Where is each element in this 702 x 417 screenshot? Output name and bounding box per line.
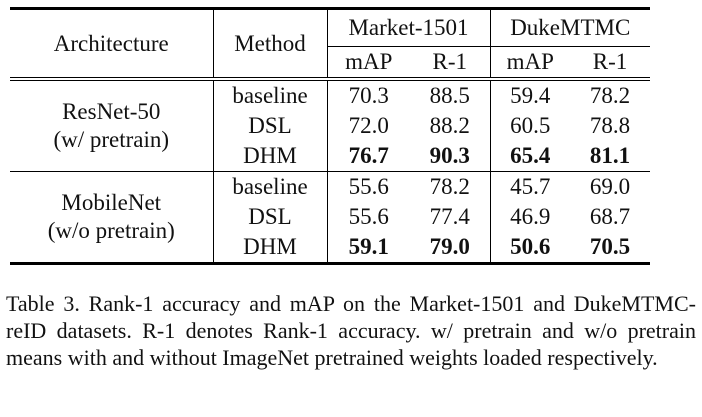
- value: 68.7: [589, 204, 631, 229]
- value: 78.2: [429, 174, 470, 199]
- value: 78.2: [589, 83, 631, 108]
- metric-header: R-1: [410, 46, 491, 81]
- value-cell: 88.5: [410, 79, 491, 111]
- metric-header: mAP: [490, 46, 570, 81]
- value-cell: 45.7: [490, 171, 570, 202]
- dataset-header: Market-1501: [327, 8, 491, 47]
- results-table: Architecture Method Market-1501 DukeMTMC mAP…: [10, 7, 650, 265]
- value-cell: 88.2: [410, 111, 491, 141]
- value: 59.1: [348, 234, 389, 259]
- method-cell: baseline: [213, 171, 328, 202]
- method-cell: DHM: [213, 232, 328, 264]
- method-cell: DSL: [213, 111, 328, 141]
- value-cell: 72.0: [327, 111, 410, 141]
- value: 88.2: [429, 113, 470, 138]
- method-cell: DSL: [213, 202, 328, 232]
- architecture-line: (w/o pretrain): [47, 218, 175, 243]
- value: 60.5: [510, 113, 551, 138]
- value: 46.9: [510, 204, 551, 229]
- value: 65.4: [510, 143, 551, 168]
- table-row: MobileNet (w/o pretrain) baseline 55.6 78.2 4…: [10, 171, 650, 265]
- table-row: ResNet-50 (w/ pretrain) baseline 70.3 88.5 59…: [10, 79, 650, 172]
- table-row: DHM 76.7 90.3 65.4 81.1: [10, 141, 650, 172]
- value: 79.0: [429, 234, 470, 259]
- value-cell: 76.7: [327, 141, 410, 172]
- value-cell: 78.2: [410, 171, 491, 202]
- table-row: DHM 59.1 79.0 50.6 70.5: [10, 232, 650, 264]
- header-cell: Method: [213, 8, 328, 81]
- value: 55.6: [348, 204, 389, 229]
- architecture-line: (w/ pretrain): [53, 127, 170, 152]
- value: 70.5: [589, 234, 631, 259]
- value-cell: 59.4: [490, 79, 570, 111]
- architecture-cell: ResNet-50 (w/ pretrain): [10, 79, 214, 172]
- header-row: Architecture Method Market-1501 DukeMTMC: [10, 8, 650, 81]
- caption: Table 3. Rank-1 accuracy and mAP on the …: [6, 291, 696, 370]
- value-cell: 68.7: [570, 202, 650, 232]
- value-cell: 46.9: [490, 202, 570, 232]
- dataset-header: DukeMTMC: [490, 8, 650, 47]
- method-cell: baseline: [213, 79, 328, 111]
- value-cell: 81.1: [570, 141, 650, 172]
- value-cell: 77.4: [410, 202, 491, 232]
- value-cell: 90.3: [410, 141, 491, 172]
- value-cell: 79.0: [410, 232, 491, 264]
- metric-header: R-1: [570, 46, 650, 81]
- value-cell: 60.5: [490, 111, 570, 141]
- value: 78.8: [589, 113, 631, 138]
- metric-header: mAP: [327, 46, 410, 81]
- value-cell: 50.6: [490, 232, 570, 264]
- value-cell: 69.0: [570, 171, 650, 202]
- table-row: DSL 55.6 77.4 46.9 68.7: [10, 202, 650, 232]
- value-cell: 78.2: [570, 79, 650, 111]
- value-cell: 70.5: [570, 232, 650, 264]
- value: 69.0: [589, 174, 631, 199]
- value: 77.4: [429, 204, 470, 229]
- value: 50.6: [510, 234, 551, 259]
- architecture-line: MobileNet: [61, 190, 162, 215]
- architecture-cell: MobileNet (w/o pretrain): [10, 171, 214, 265]
- value: 81.1: [589, 143, 631, 168]
- value: 88.5: [429, 83, 470, 108]
- value-cell: 65.4: [490, 141, 570, 172]
- value: 70.3: [348, 83, 389, 108]
- header-cell: Architecture: [10, 8, 214, 81]
- value: 72.0: [348, 113, 389, 138]
- method-cell: DHM: [213, 141, 328, 172]
- value: 55.6: [348, 174, 389, 199]
- value-cell: 55.6: [327, 171, 410, 202]
- value-cell: 70.3: [327, 79, 410, 111]
- value-cell: 55.6: [327, 202, 410, 232]
- value: 76.7: [348, 143, 389, 168]
- header-row: mAP R-1 mAP R-1: [10, 46, 650, 81]
- value-cell: 78.8: [570, 111, 650, 141]
- value: 59.4: [510, 83, 551, 108]
- value-cell: 59.1: [327, 232, 410, 264]
- value: 90.3: [429, 143, 470, 168]
- table-row: DSL 72.0 88.2 60.5 78.8: [10, 111, 650, 141]
- value: 45.7: [510, 174, 551, 199]
- architecture-line: ResNet-50: [62, 99, 161, 124]
